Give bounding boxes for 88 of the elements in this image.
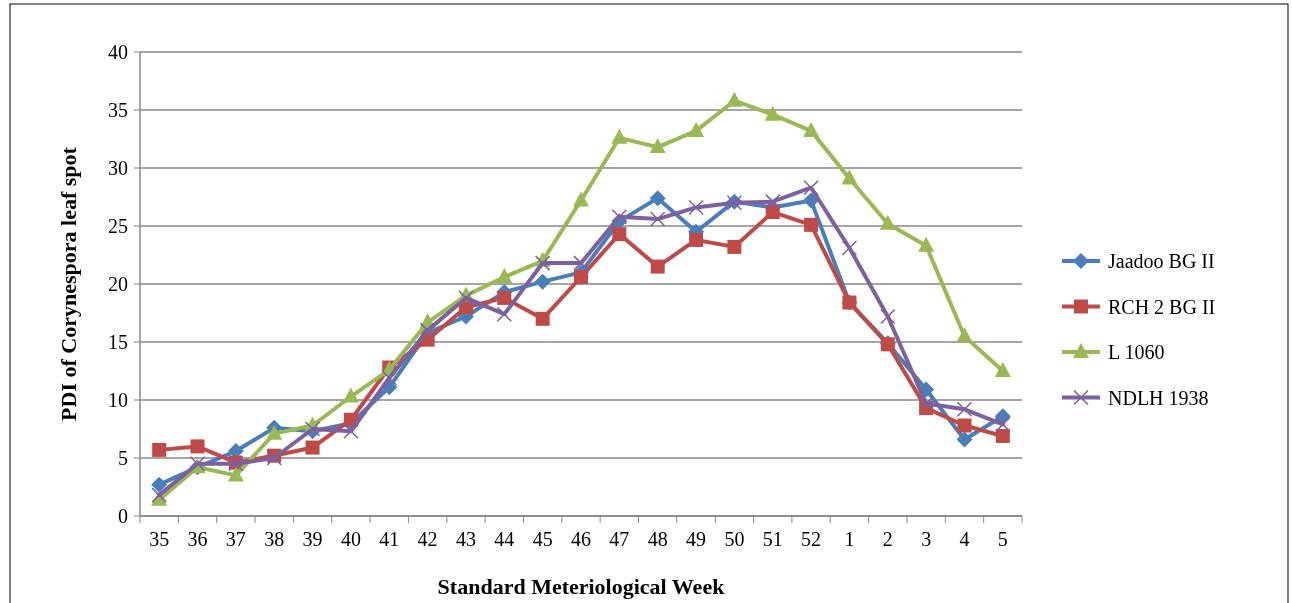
point	[689, 232, 704, 247]
x-tick-label: 35	[149, 528, 170, 550]
y-axis-title: PDI of Corynespora leaf spot	[56, 146, 81, 421]
legend-label: NDLH 1938	[1108, 386, 1209, 409]
x-tick-label: 45	[532, 528, 553, 550]
x-tick-label: 44	[494, 528, 515, 550]
point	[649, 138, 666, 154]
x-tick-label: 46	[571, 528, 591, 550]
x-tick-label: 40	[340, 528, 361, 550]
x-tick-label: 39	[302, 528, 323, 550]
point	[151, 476, 168, 493]
legend-label: L 1060	[1108, 341, 1165, 363]
x-tick-label: 3	[921, 528, 932, 550]
point	[995, 416, 1011, 433]
point	[266, 424, 283, 440]
point	[343, 423, 359, 440]
point	[611, 128, 628, 144]
x-tick-label: 4	[959, 528, 970, 550]
point	[688, 121, 705, 137]
point	[305, 440, 320, 455]
point	[342, 387, 359, 403]
point	[918, 395, 934, 412]
point	[803, 179, 819, 196]
point	[841, 169, 858, 185]
point	[803, 121, 820, 137]
point	[574, 270, 588, 285]
y-tick-label: 30	[108, 157, 128, 179]
x-tick-label: 43	[455, 528, 476, 550]
x-tick-label: 49	[686, 528, 707, 550]
point	[650, 259, 665, 274]
y-tick-label: 0	[118, 505, 128, 527]
point	[918, 236, 935, 252]
point	[841, 240, 858, 256]
point	[956, 431, 973, 448]
point	[726, 91, 743, 107]
point	[956, 327, 973, 343]
y-tick-label: 15	[108, 331, 128, 353]
point	[764, 105, 781, 121]
y-tick-label: 35	[108, 99, 128, 121]
y-tick-label: 5	[118, 447, 128, 469]
point	[496, 306, 513, 322]
point	[227, 466, 244, 482]
x-tick-label: 50	[724, 528, 745, 550]
x-tick-label: 52	[801, 528, 822, 550]
point	[994, 362, 1011, 377]
x-tick-label: 48	[647, 528, 668, 550]
point	[496, 268, 513, 284]
point	[995, 428, 1010, 443]
point	[649, 211, 666, 227]
point	[535, 311, 550, 326]
point	[611, 208, 628, 225]
point	[573, 255, 589, 271]
y-tick-label: 20	[108, 273, 128, 295]
point	[879, 214, 896, 230]
x-tick-label: 37	[225, 528, 246, 550]
y-tick-label: 25	[108, 215, 128, 237]
point	[649, 190, 666, 207]
point	[880, 308, 896, 325]
point	[612, 227, 627, 242]
point	[534, 255, 551, 271]
x-tick-label: 2	[882, 528, 893, 550]
x-tick-label: 38	[264, 528, 285, 550]
point	[803, 192, 820, 209]
point	[688, 199, 704, 216]
y-tick-label: 10	[108, 389, 128, 411]
point	[152, 442, 167, 457]
point	[573, 191, 589, 207]
point	[957, 418, 972, 433]
x-tick-label: 36	[187, 528, 208, 550]
point	[190, 439, 205, 454]
legend-label: Jaadoo BG II	[1108, 250, 1215, 272]
point	[765, 205, 780, 220]
x-tick-label: 51	[762, 528, 783, 550]
point	[458, 290, 474, 306]
point	[804, 217, 819, 232]
point	[956, 401, 973, 418]
x-tick-label: 5	[997, 528, 1008, 550]
x-axis-title: Standard Meteriological Week	[437, 574, 726, 599]
point	[727, 239, 742, 254]
x-tick-label: 1	[844, 528, 855, 550]
point	[497, 290, 512, 305]
x-tick-label: 47	[609, 528, 630, 550]
point	[764, 193, 781, 210]
legend-label: RCH 2 BG II	[1108, 295, 1216, 318]
x-tick-label: 41	[379, 528, 400, 550]
x-tick-label: 42	[417, 528, 438, 550]
point	[534, 273, 551, 290]
y-tick-label: 40	[108, 41, 128, 63]
